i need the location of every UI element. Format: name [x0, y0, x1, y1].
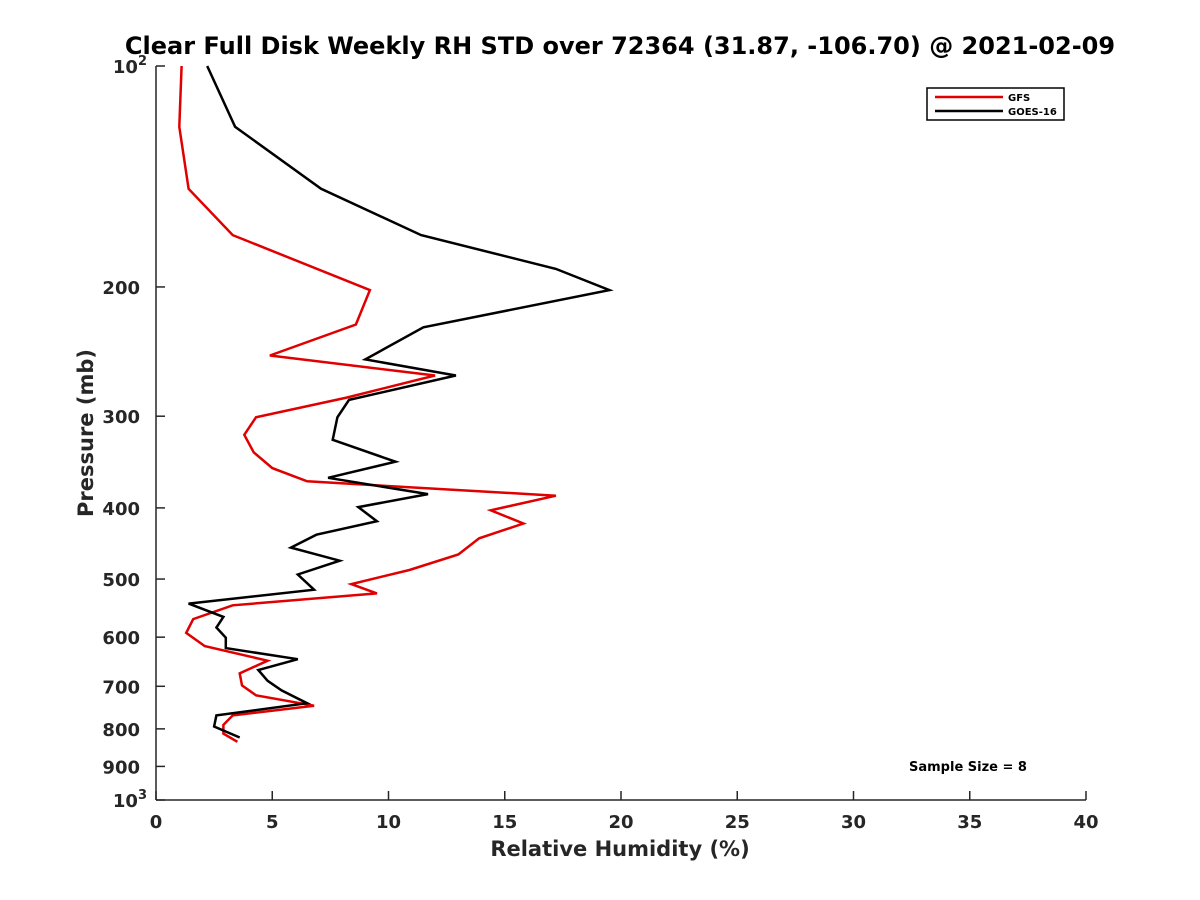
legend-box: [926, 87, 1065, 121]
x-tick-label: 15: [492, 812, 517, 833]
y-tick-label: 103: [113, 788, 147, 812]
x-axis-ticks: 0 5 10 15 20 25 30 35 40: [150, 791, 1099, 833]
legend: GFS GOES-16: [926, 87, 1065, 121]
legend-label-gfs: GFS: [1008, 93, 1030, 104]
x-tick-label: 10: [376, 812, 401, 833]
series-line-goes-16: [188, 65, 614, 739]
y-axis-label: Pressure (mb): [74, 349, 98, 517]
x-tick-label: 35: [957, 812, 982, 833]
x-axis-label: Relative Humidity (%): [490, 837, 749, 861]
y-tick-label: 700: [102, 677, 140, 698]
series-line-gfs: [178, 65, 557, 743]
x-tick-label: 25: [725, 812, 750, 833]
sample-size-annotation: Sample Size = 8: [909, 760, 1027, 775]
x-tick-label: 40: [1073, 812, 1098, 833]
x-tick-label: 0: [150, 812, 163, 833]
y-tick-label: 400: [102, 499, 140, 520]
y-tick-label: 200: [102, 278, 140, 299]
y-tick-label: 500: [102, 570, 140, 591]
axes-layer: [155, 66, 1086, 801]
y-tick-label: 800: [102, 720, 140, 741]
legend-label-goes-16: GOES-16: [1008, 107, 1057, 118]
x-tick-label: 30: [841, 812, 866, 833]
chart-title: Clear Full Disk Weekly RH STD over 72364…: [125, 32, 1115, 60]
series-layer: [178, 65, 614, 743]
y-tick-label: 300: [102, 407, 140, 428]
y-tick-label: 600: [102, 628, 140, 649]
y-axis-ticks: 102 200 300 400 500 600 700 800 900 103: [102, 54, 165, 812]
x-tick-label: 5: [266, 812, 279, 833]
plot-area: 0 5 10 15 20 25 30 35 40 102 200 300 400 500 600 700 80…: [102, 54, 1098, 833]
y-tick-label: 900: [102, 757, 140, 778]
y-tick-label: 102: [113, 54, 147, 78]
x-tick-label: 20: [608, 812, 633, 833]
